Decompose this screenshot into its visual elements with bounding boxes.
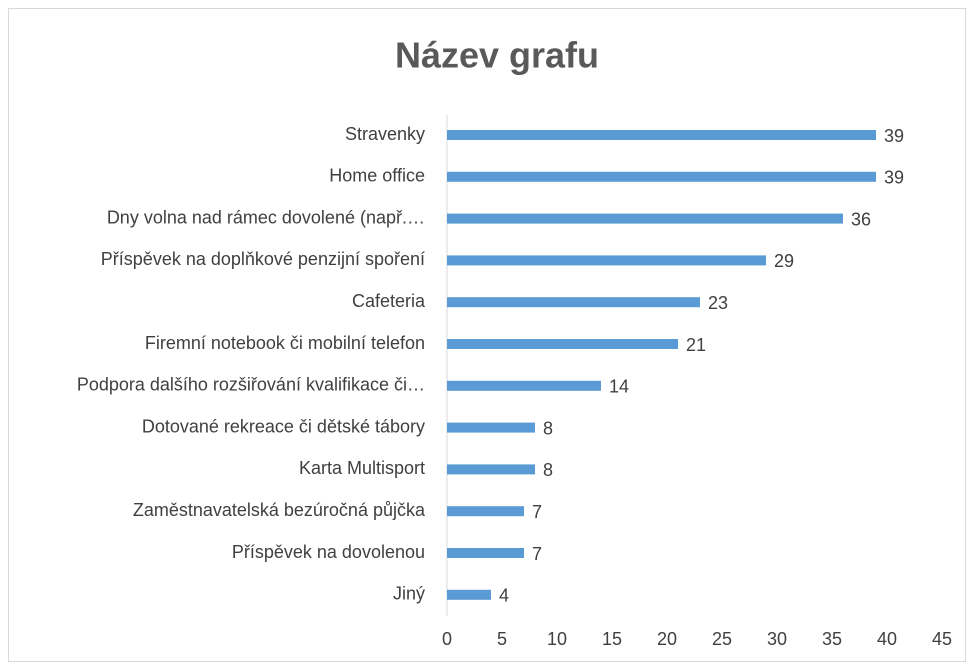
chart-title: Název grafu	[395, 35, 599, 76]
x-tick-label: 45	[932, 629, 952, 649]
bar	[447, 422, 535, 433]
y-tick-label: Příspěvek na dovolenou	[232, 542, 425, 562]
y-tick-label: Podpora dalšího rozšiřování kvalifikace …	[77, 375, 425, 395]
y-tick-label: Karta Multisport	[299, 458, 425, 478]
x-tick-label: 15	[602, 629, 622, 649]
x-tick-label: 10	[547, 629, 567, 649]
value-label: 7	[532, 544, 542, 564]
bar	[447, 464, 535, 475]
value-label: 23	[708, 293, 728, 313]
value-label: 36	[851, 209, 871, 229]
value-label: 8	[543, 460, 553, 480]
x-tick-label: 25	[712, 629, 732, 649]
y-tick-label: Stravenky	[345, 124, 425, 144]
x-tick-label: 40	[877, 629, 897, 649]
y-tick-label: Jiný	[393, 584, 425, 604]
value-label: 29	[774, 251, 794, 271]
bar	[447, 506, 524, 517]
bar	[447, 297, 700, 308]
value-label: 8	[543, 418, 553, 438]
bar	[447, 130, 876, 140]
bar	[447, 339, 678, 349]
bar	[447, 380, 601, 391]
y-tick-label: Dny volna nad rámec dovolené (např.…	[107, 207, 425, 227]
value-label: 14	[609, 377, 629, 397]
value-label: 21	[686, 335, 706, 355]
x-tick-label: 30	[767, 629, 787, 649]
x-tick-label: 0	[442, 629, 452, 649]
bar	[447, 171, 876, 182]
x-tick-label: 35	[822, 629, 842, 649]
y-tick-label: Firemní notebook či mobilní telefon	[145, 333, 425, 353]
bar	[447, 589, 491, 600]
y-tick-label: Cafeteria	[352, 291, 426, 311]
bar	[447, 213, 843, 224]
value-label: 39	[884, 126, 904, 146]
y-tick-label: Dotované rekreace či dětské tábory	[142, 416, 425, 436]
x-tick-label: 5	[497, 629, 507, 649]
value-label: 7	[532, 502, 542, 522]
bar	[447, 548, 524, 558]
y-tick-label: Home office	[329, 166, 425, 186]
y-tick-label: Příspěvek na doplňkové penzijní spoření	[101, 249, 425, 269]
bar	[447, 255, 766, 266]
x-tick-label: 20	[657, 629, 677, 649]
y-tick-label: Zaměstnavatelská bezúročná půjčka	[133, 500, 426, 520]
value-label: 39	[884, 168, 904, 188]
value-label: 4	[499, 586, 509, 606]
